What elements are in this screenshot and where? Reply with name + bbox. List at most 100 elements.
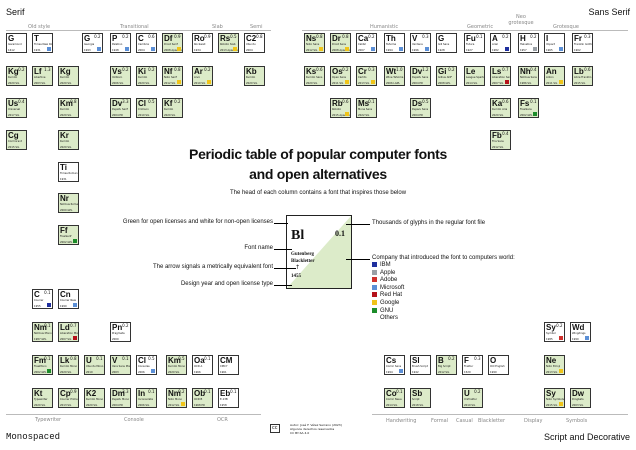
font-cell: V 0.3 Verdana 1996: [410, 33, 431, 53]
legend-item: IBM: [372, 262, 391, 268]
font-symbol: Rs: [220, 34, 231, 43]
glyph-count: 0.2: [174, 99, 181, 104]
legend-swatch: [372, 284, 377, 290]
company-swatch: [344, 79, 349, 84]
font-cell: Nm 0.1 Nimbus Mono 1987 GPL: [32, 322, 53, 342]
font-symbol: Kr: [60, 131, 69, 140]
font-symbol: An: [546, 67, 557, 76]
glyph-count: 0.5: [422, 99, 429, 104]
font-name: Droid Sans: [332, 43, 347, 46]
font-year-license: 2020 SIL: [168, 370, 180, 374]
font-symbol: Fb: [492, 131, 502, 140]
font-name: Noto Sans: [306, 43, 320, 46]
font-cell: Th Tahoma 1994: [384, 33, 405, 53]
font-year-license: 2004: [246, 48, 253, 52]
glyph-count: 0.6: [316, 67, 323, 72]
key-label-company: Company that introduced the font to comp…: [372, 255, 515, 261]
font-year-license: 2004: [138, 48, 145, 52]
glyph-count: 0.7: [70, 323, 77, 328]
font-cell: C 0.6 Cambria 2004: [136, 33, 157, 53]
legend-label: GNU: [380, 307, 394, 314]
family-divider: [6, 414, 261, 415]
glyph-count: 0.8: [316, 34, 323, 39]
script-heading: Script and Decorative: [543, 432, 630, 442]
font-cell: Sy Noto Symbols 2015 SIL: [544, 388, 565, 408]
font-year-license: 2008 Apache2: [332, 48, 351, 52]
font-year-license: 2020 SIL: [246, 81, 258, 85]
font-name: Nimbus Sans: [520, 76, 537, 79]
font-year-license: 2003: [112, 370, 119, 374]
font-symbol: Fs: [520, 99, 530, 108]
font-name: CMC7: [220, 365, 228, 368]
font-name: Inconsolata: [138, 398, 153, 401]
font-cell: Ro 0.9 Rockwell 1934: [192, 33, 213, 53]
key-green-triangle: [287, 216, 351, 288]
font-year-license: 2010 SIL: [464, 403, 476, 407]
font-cell: CM CMC7 1961: [218, 355, 239, 375]
font-cell: Dw Dingbats 2003 SIL: [570, 388, 591, 408]
font-cell: Dv 1.2 DejaVu Sans 2004 PD: [410, 66, 431, 86]
company-swatch: [504, 46, 509, 51]
glyph-count: 0.2: [18, 67, 25, 72]
font-symbol: Nm: [168, 389, 181, 398]
font-symbol: Kg: [60, 67, 71, 76]
glyph-count: 0.2: [448, 356, 455, 361]
font-name: Kurinto Mono: [168, 365, 186, 368]
font-name: Cormorant: [8, 140, 22, 143]
glyph-count: 0.3: [422, 34, 429, 39]
glyph-count: 0.9: [174, 34, 181, 39]
glyph-count: 0.1: [476, 34, 483, 39]
font-year-license: 2020 SIL: [8, 81, 20, 85]
font-symbol: Gi: [438, 67, 447, 76]
font-cell: Dm 3.3 DejaVu Mono 2004 PD: [110, 388, 131, 408]
font-year-license: 2022 SIL: [358, 113, 370, 117]
company-swatch: [46, 46, 51, 51]
key-year: 1455: [291, 274, 301, 279]
family-formal: Formal: [431, 418, 449, 424]
font-symbol: Ls: [492, 67, 502, 76]
company-swatch: [344, 111, 349, 116]
font-symbol: Lf: [34, 67, 42, 76]
font-year-license: 1993: [84, 48, 91, 52]
font-year-license: 2002 GPL: [520, 113, 533, 117]
font-cell: Wd Wingdings 1990: [570, 322, 591, 342]
font-year-license: 1958: [220, 403, 227, 407]
company-swatch: [46, 302, 51, 307]
font-year-license: 2020 SIL: [138, 81, 150, 85]
font-name: Times New Roman: [34, 43, 53, 46]
font-symbol: Wt: [386, 67, 397, 76]
font-cell: Kb Kurinto 2020 SIL: [244, 66, 265, 86]
glyph-count: 0.3: [584, 34, 591, 39]
font-name: Impact: [546, 43, 555, 46]
key-arrow-icon: ↑: [295, 264, 301, 271]
family-divider: [372, 414, 628, 415]
font-name: Roboto Slab: [220, 43, 236, 46]
family-ocr: OCR: [217, 417, 228, 423]
glyph-count: 0.3: [474, 356, 481, 361]
font-year-license: 2020 SIL: [86, 403, 98, 407]
legend-label: Microsoft: [380, 284, 405, 291]
font-name: Libre Franklin: [574, 76, 592, 79]
font-year-license: 2003 SIL: [34, 81, 46, 85]
font-symbol: Cn: [60, 290, 71, 299]
font-cell: C 0.1 Courier 1955: [32, 289, 53, 309]
font-symbol: T: [34, 34, 39, 43]
font-symbol: U: [464, 389, 470, 398]
family-display: Display: [524, 418, 543, 424]
font-year-license: 1990: [490, 370, 497, 374]
font-name: Script: [412, 398, 420, 401]
font-name: DejaVu Sans: [412, 76, 429, 79]
glyph-count: 0.2: [448, 67, 455, 72]
font-cell: Cl 0.5 Consolas 2006: [136, 355, 157, 375]
font-symbol: Kg: [8, 67, 19, 76]
font-name: Typewriter: [34, 398, 48, 401]
font-year-license: 1520: [464, 370, 471, 374]
family-grotesque: Grotesque: [553, 24, 579, 30]
key-label-name: Font name: [244, 245, 273, 251]
company-swatch: [206, 79, 211, 84]
key-label-year: Design year and open license type: [180, 281, 273, 287]
font-year-license: 2015 SIL: [8, 145, 20, 149]
family-divider: [6, 30, 271, 31]
key-sample-cell: Bl 0.1 Gutenberg Blackletter ↑ 1455: [286, 215, 352, 289]
font-symbol: F: [464, 356, 469, 365]
